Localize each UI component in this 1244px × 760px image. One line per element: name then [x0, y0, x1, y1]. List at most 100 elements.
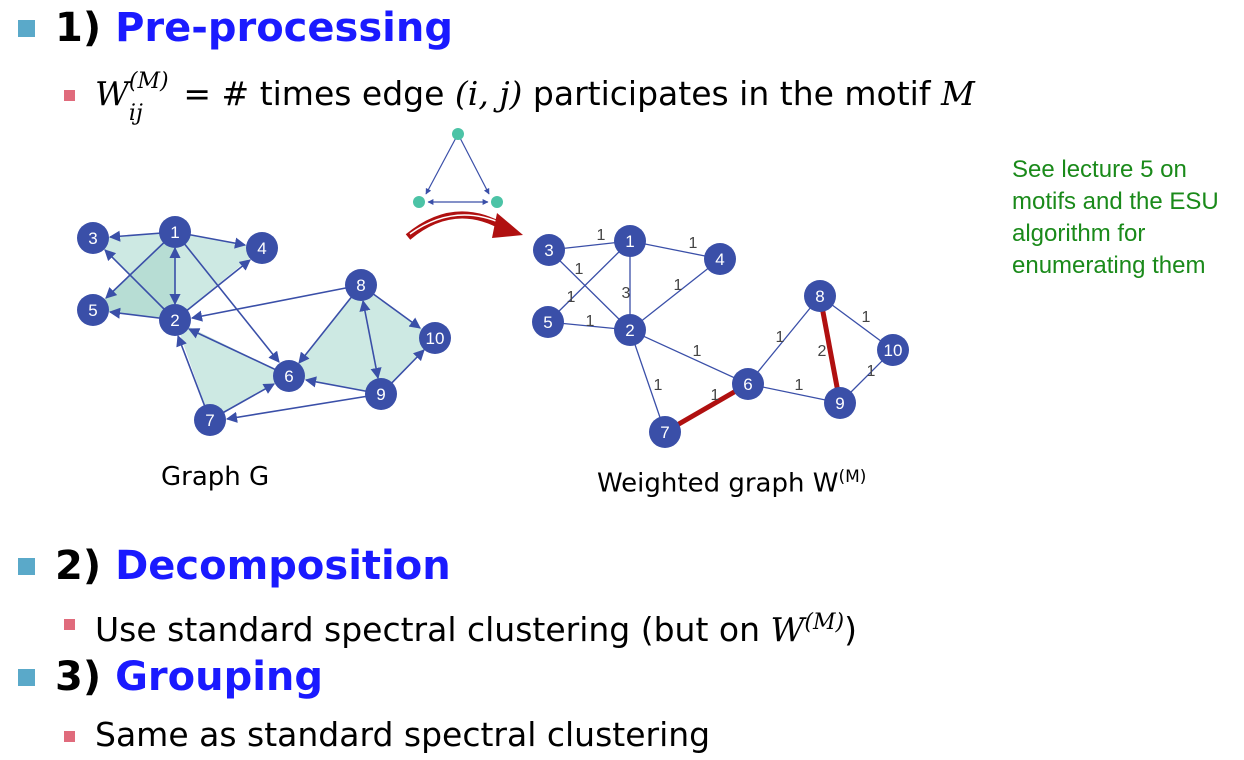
- step1-heading: 1) Pre-processing: [55, 4, 453, 52]
- g-node-5: 5: [77, 294, 109, 326]
- w-edge-2-6: [629, 329, 749, 385]
- weighted-graph-edge-labels: 1 1 1 1 3 1 1 1 1 1 1 2 1 1 1: [567, 227, 876, 404]
- svg-text:6: 6: [743, 375, 752, 394]
- step2-bullet: [18, 558, 35, 575]
- weight-2-6: 1: [693, 343, 702, 360]
- step1-number: 1): [55, 5, 102, 51]
- weight-6-9: 1: [795, 377, 804, 394]
- svg-text:1: 1: [625, 232, 634, 251]
- weight-2-7: 1: [654, 377, 663, 394]
- svg-text:4: 4: [715, 250, 724, 269]
- g-edge-6-2: [187, 328, 290, 377]
- svg-text:1: 1: [170, 223, 179, 242]
- g-edge-1-6: [174, 231, 280, 363]
- w-node-2: 2: [614, 314, 646, 346]
- step3-text: Same as standard spectral clustering: [95, 715, 711, 754]
- w-edge-4-2: [629, 258, 721, 331]
- g-node-7: 7: [194, 404, 226, 436]
- step3-title: Grouping: [115, 654, 324, 700]
- g-node-6: 6: [273, 360, 305, 392]
- w-node-5: 5: [532, 306, 564, 338]
- step2-text: Use standard spectral clustering (but on…: [95, 603, 857, 650]
- weight-8-10: 1: [862, 309, 871, 326]
- graph-g-edges: [104, 230, 425, 423]
- svg-text:3: 3: [88, 229, 97, 248]
- svg-text:6: 6: [284, 367, 293, 386]
- g-node-4: 4: [246, 232, 278, 264]
- formula-edge: (i, j): [454, 74, 523, 113]
- weighted-graph-nodes: 1 2 3 4 5 6 7 8 9 10: [532, 225, 909, 448]
- g-node-10: 10: [419, 322, 451, 354]
- step3-sub-bullet: [64, 731, 75, 742]
- motif-fill-1-4-2: [175, 232, 262, 320]
- weight-3-1: 1: [597, 227, 606, 244]
- weight-1-4: 1: [689, 235, 698, 252]
- g-edge-2-4: [174, 259, 251, 321]
- formula-symbol: W: [95, 74, 129, 113]
- w-node-4: 4: [704, 243, 736, 275]
- step1-formula: W (M) ij = # times edge (i, j) participate…: [95, 69, 975, 126]
- weight-5-2: 1: [586, 313, 595, 330]
- graph-g-nodes: 1 2 3 4 5 6 7 8 9 10: [77, 216, 451, 436]
- g-node-8: 8: [345, 269, 377, 301]
- w-node-10: 10: [877, 334, 909, 366]
- svg-text:7: 7: [660, 423, 669, 442]
- side-note: See lecture 5 on motifs and the ESU algo…: [1012, 156, 1219, 279]
- motif-diagram: 1 2 3 4 5 6 7 8 9 10: [77, 128, 909, 448]
- step3-heading: 3) Grouping: [55, 653, 323, 701]
- w-edge-8-9: [817, 295, 843, 404]
- svg-text:7: 7: [205, 411, 214, 430]
- step1-bullet: [18, 20, 35, 37]
- g-edge-8-6: [298, 284, 362, 364]
- w-edge-2-7: [629, 329, 666, 433]
- w-node-7: 7: [649, 416, 681, 448]
- formula-text-a: = # times edge: [172, 74, 455, 113]
- svg-text:8: 8: [356, 276, 365, 295]
- svg-text:5: 5: [543, 313, 552, 332]
- weight-4-2: 1: [674, 277, 683, 294]
- g-node-2: 2: [159, 304, 191, 336]
- weighted-graph-caption: Weighted graph W(M): [597, 461, 866, 500]
- formula-motif: M: [940, 74, 975, 113]
- svg-text:5: 5: [88, 301, 97, 320]
- svg-text:2: 2: [625, 321, 634, 340]
- weighted-graph-caption-base: Weighted graph W: [597, 468, 839, 499]
- graph-g-caption: Graph G: [161, 462, 270, 492]
- svg-text:2: 2: [170, 311, 179, 330]
- weighted-graph-caption-sup: (M): [838, 467, 867, 487]
- w-node-3: 3: [533, 234, 565, 266]
- formula-sup: (M): [128, 69, 169, 94]
- step2-text-a: Use standard spectral clustering (but on: [95, 610, 771, 649]
- svg-text:4: 4: [257, 239, 266, 258]
- svg-text:10: 10: [884, 341, 903, 360]
- step2-number: 2): [55, 543, 102, 589]
- step2-title: Decomposition: [115, 543, 451, 589]
- weight-8-9: 2: [818, 343, 827, 360]
- weight-1-2: 3: [622, 285, 631, 302]
- step3-number: 3): [55, 654, 102, 700]
- svg-text:10: 10: [426, 329, 445, 348]
- w-node-8: 8: [804, 280, 836, 312]
- g-edge-8-2: [190, 284, 362, 322]
- step1-sub-bullet: [64, 90, 75, 101]
- step2-sup: (M): [804, 610, 845, 635]
- w-edge-1-5: [547, 240, 631, 323]
- step2-heading: 2) Decomposition: [55, 542, 451, 590]
- motif-fill-2-6-7: [175, 320, 289, 420]
- weight-6-8: 1: [776, 329, 785, 346]
- w-node-6: 6: [732, 368, 764, 400]
- step2-sub-bullet: [64, 619, 75, 630]
- g-node-1: 1: [159, 216, 191, 248]
- weight-7-6: 1: [711, 387, 720, 404]
- motif-fill-8-6-9: [289, 285, 381, 394]
- w-node-1: 1: [614, 225, 646, 257]
- step2-symbol: W: [770, 610, 805, 649]
- g-node-3: 3: [77, 222, 109, 254]
- weight-3-2: 1: [575, 261, 584, 278]
- svg-text:8: 8: [815, 287, 824, 306]
- g-node-9: 9: [365, 378, 397, 410]
- svg-text:9: 9: [835, 394, 844, 413]
- weight-1-5: 1: [567, 289, 576, 306]
- svg-text:3: 3: [544, 241, 553, 260]
- weight-9-10: 1: [867, 363, 876, 380]
